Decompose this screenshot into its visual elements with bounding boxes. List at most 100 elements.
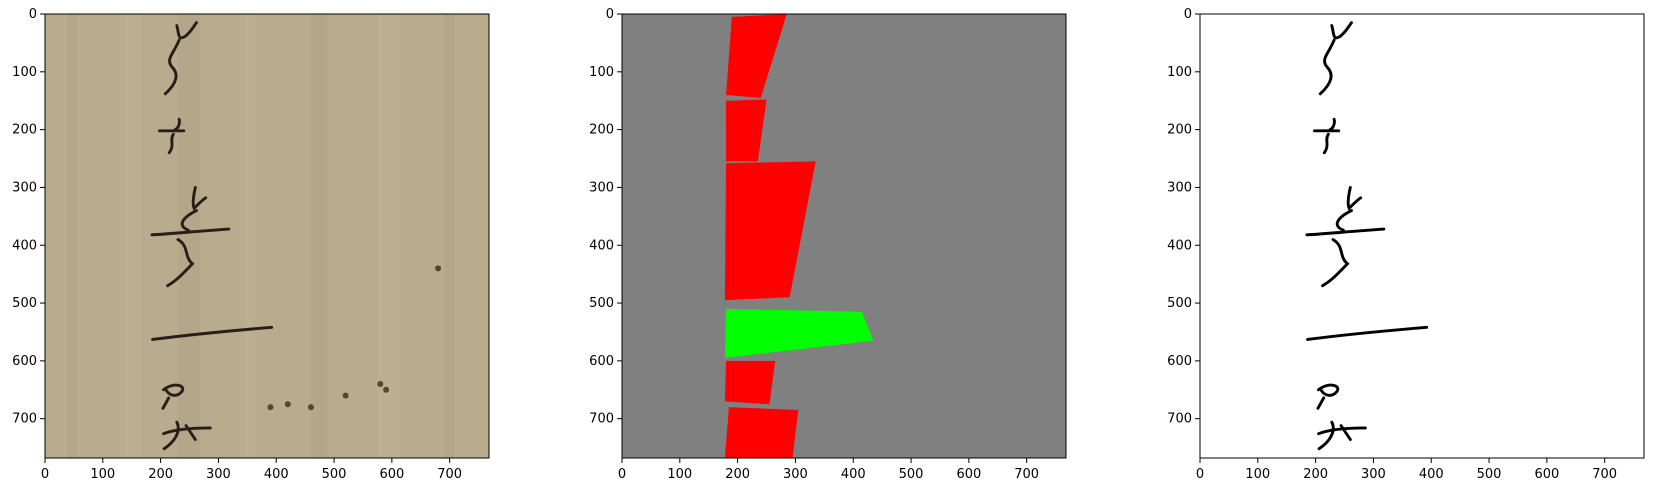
- x-tick-label: 500: [322, 467, 347, 482]
- y-tick-label: 300: [589, 180, 614, 195]
- parchment-background: [45, 14, 489, 458]
- x-tick-label: 400: [1419, 467, 1444, 482]
- x-tick-label: 300: [206, 467, 231, 482]
- ink-stroke: [1321, 238, 1350, 288]
- mask-region-red: [726, 99, 767, 162]
- panel-mask: 0 100 200 300 400 500 600 700 0 100 200 300 400 500 60…: [589, 7, 1067, 482]
- panel-binarized: 0 100 200 300 400 500 600 700 0 100 200 300 400 500 60…: [1167, 7, 1645, 482]
- x-tick-label: 500: [899, 467, 924, 482]
- ink-speck: [307, 404, 314, 411]
- axes-frame: [621, 13, 1067, 459]
- y-tick-label: 100: [12, 65, 37, 80]
- x-tick-label: 300: [1361, 467, 1386, 482]
- ink-stroke: [180, 209, 198, 232]
- ink-stroke: [1318, 38, 1336, 96]
- ink-stroke: [151, 325, 274, 341]
- x-tick-label: 0: [41, 467, 49, 482]
- ink-stroke: [1330, 21, 1353, 40]
- x-tick-label: 100: [667, 467, 692, 482]
- ink-stroke: [1339, 424, 1352, 441]
- y-tick-label: 200: [12, 123, 37, 138]
- ink-stroke: [1335, 209, 1353, 232]
- y-tick-label: 300: [1167, 180, 1192, 195]
- parchment-stain: [311, 14, 328, 458]
- ink-stroke: [191, 185, 208, 211]
- ink-stroke: [150, 227, 231, 237]
- ink-stroke: [166, 238, 195, 288]
- y-tick-label: 400: [589, 238, 614, 253]
- parchment-stain: [124, 14, 141, 458]
- ink-stroke: [1317, 420, 1335, 451]
- ink-stroke: [161, 396, 171, 410]
- ink-stroke: [1346, 185, 1363, 211]
- y-tick-label: 600: [12, 354, 37, 369]
- axes-frame: [1199, 13, 1645, 459]
- ink-stroke: [162, 383, 185, 397]
- ink-stroke: [175, 21, 198, 40]
- mask-region-red: [724, 407, 799, 458]
- parchment-stain: [244, 14, 255, 458]
- original-image: [45, 14, 489, 458]
- y-tick-label: 500: [589, 296, 614, 311]
- mask-region-green: [724, 308, 874, 358]
- x-tick-label: 100: [90, 467, 115, 482]
- x-tick-label: 400: [264, 467, 289, 482]
- ink-speck: [377, 381, 384, 387]
- y-tick-label: 0: [29, 7, 37, 22]
- x-tick-label: 200: [1303, 467, 1328, 482]
- mask-image: [622, 14, 1066, 458]
- axes-frame: [44, 13, 490, 459]
- y-tick-label: 700: [589, 412, 614, 427]
- ink-speck: [284, 401, 291, 408]
- y-tick-label: 400: [1167, 238, 1192, 253]
- y-tick-label: 200: [1167, 123, 1192, 138]
- x-tick-label: 0: [1196, 467, 1204, 482]
- binarized-background: [1200, 14, 1644, 458]
- x-tick-label: 600: [956, 467, 981, 482]
- y-tick-label: 600: [589, 354, 614, 369]
- y-tick-label: 0: [606, 7, 614, 22]
- binarized-image: [1200, 14, 1644, 458]
- x-tick-label: 0: [618, 467, 626, 482]
- ink-stroke: [1322, 132, 1330, 155]
- y-tick-label: 0: [1184, 7, 1192, 22]
- y-tick-label: 400: [12, 238, 37, 253]
- ink-stroke: [163, 38, 181, 96]
- y-tick-label: 500: [1167, 296, 1192, 311]
- x-tick-label: 700: [1014, 467, 1039, 482]
- parchment-stain: [178, 14, 201, 458]
- y-tick-label: 700: [12, 412, 37, 427]
- y-tick-label: 100: [589, 65, 614, 80]
- x-tick-label: 500: [1477, 467, 1502, 482]
- mask-region-red: [724, 360, 776, 405]
- ink-stroke: [1306, 325, 1429, 341]
- y-tick-label: 600: [1167, 354, 1192, 369]
- x-tick-label: 700: [437, 467, 462, 482]
- parchment-stain: [67, 14, 78, 458]
- ink-stroke: [1305, 227, 1386, 237]
- ink-stroke: [162, 426, 212, 436]
- ink-stroke: [173, 117, 181, 132]
- y-tick-label: 500: [12, 296, 37, 311]
- ink-stroke: [184, 424, 197, 441]
- x-tick-label: 700: [1592, 467, 1617, 482]
- y-tick-label: 100: [1167, 65, 1192, 80]
- ink-stroke: [1316, 396, 1326, 410]
- x-tick-label: 600: [379, 467, 404, 482]
- mask-region-red: [724, 161, 816, 301]
- x-tick-label: 300: [783, 467, 808, 482]
- y-tick-label: 700: [1167, 412, 1192, 427]
- x-tick-label: 400: [841, 467, 866, 482]
- x-tick-label: 200: [148, 467, 173, 482]
- mask-background: [622, 14, 1066, 458]
- ink-stroke: [1328, 117, 1336, 132]
- panel-original: 0 100 200 300 400 500 600 700 0 100 200 300 400 500 60…: [12, 7, 490, 482]
- ink-stroke: [167, 132, 175, 155]
- x-tick-label: 600: [1534, 467, 1559, 482]
- ink-speck: [435, 265, 442, 272]
- ink-speck: [267, 404, 274, 411]
- y-tick-label: 300: [12, 180, 37, 195]
- parchment-stain: [378, 14, 400, 458]
- mask-region-red: [726, 14, 787, 98]
- x-tick-label: 100: [1245, 467, 1270, 482]
